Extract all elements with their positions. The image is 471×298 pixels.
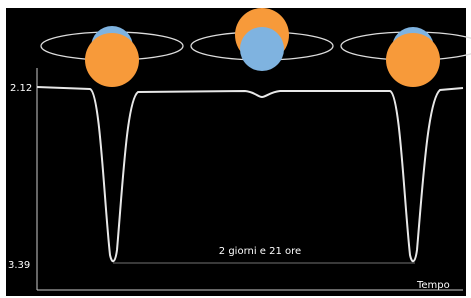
bottom-label: 3.39 [8,260,30,271]
blue-star [240,27,284,71]
x-label: Tempo [416,280,450,291]
top-label: 2.12 [10,83,32,94]
diagram: 2.12 3.39 2 giorni e 21 ore Tempo [0,0,471,298]
orange-star [85,33,139,87]
period-label: 2 giorni e 21 ore [219,246,301,257]
orange-star [386,33,440,87]
